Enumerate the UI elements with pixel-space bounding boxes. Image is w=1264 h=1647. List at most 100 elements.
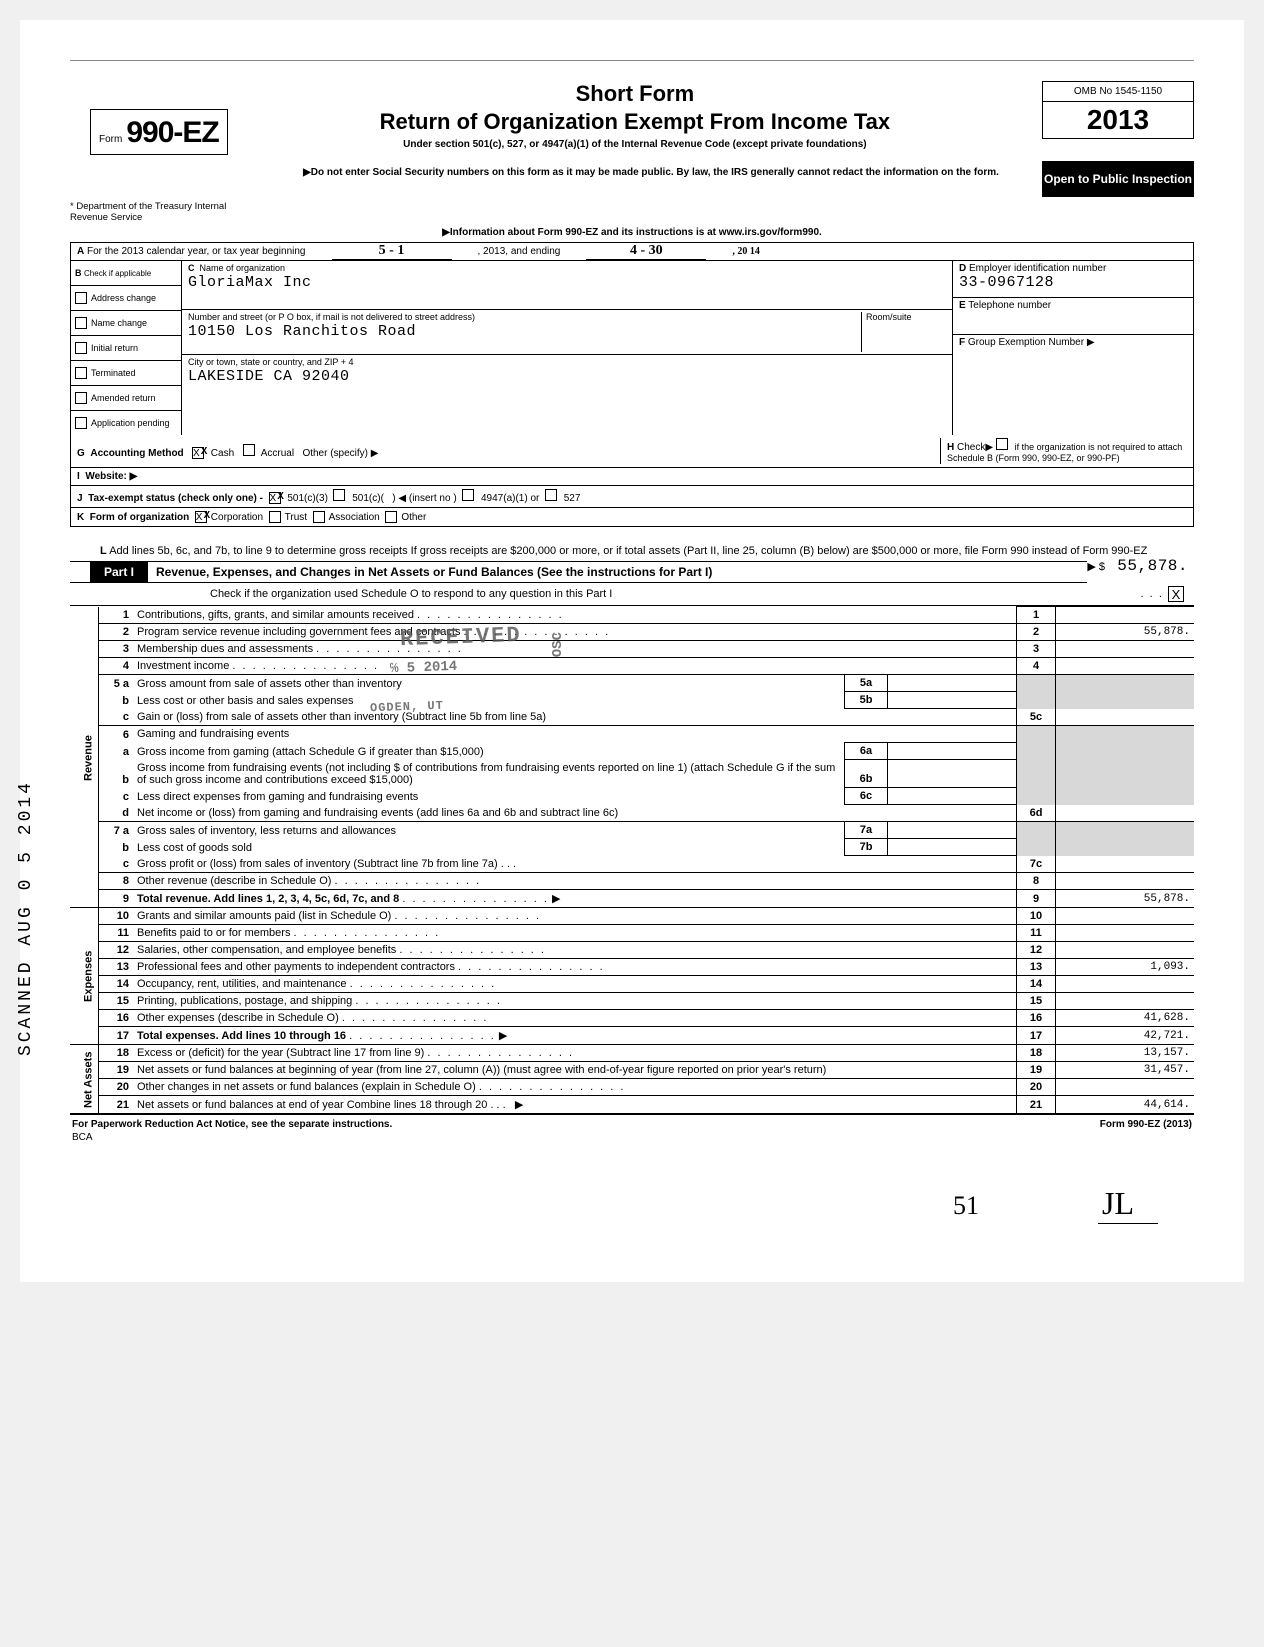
l5an: 5 a bbox=[99, 675, 134, 692]
omb-number: OMB No 1545-1150 bbox=[1043, 82, 1193, 102]
l10d: Grants and similar amounts paid (list in… bbox=[137, 910, 391, 922]
l6bd: Gross income from fundraising events (no… bbox=[137, 762, 835, 786]
chk-cash[interactable]: X bbox=[192, 447, 204, 459]
grid-BCDEF: B Check if applicable Address change Nam… bbox=[71, 261, 1193, 435]
l6dv bbox=[1056, 805, 1195, 822]
chk-501c[interactable] bbox=[333, 489, 345, 501]
chk-assoc[interactable] bbox=[313, 511, 325, 523]
top-rule bbox=[70, 60, 1194, 61]
l12n: 12 bbox=[99, 942, 134, 959]
chk-initial[interactable] bbox=[75, 342, 87, 354]
side-revenue: Revenue bbox=[70, 607, 99, 908]
street: 10150 Los Ranchitos Road bbox=[188, 323, 416, 340]
l8d: Other revenue (describe in Schedule O) bbox=[137, 875, 331, 887]
part1-title: Revenue, Expenses, and Changes in Net As… bbox=[148, 562, 1087, 582]
l18r: 18 bbox=[1017, 1045, 1056, 1062]
l3v bbox=[1056, 641, 1195, 658]
l21v: 44,614. bbox=[1056, 1096, 1195, 1114]
l5cn: c bbox=[99, 709, 134, 726]
notice-row: * Department of the Treasury Internal Re… bbox=[70, 161, 1194, 223]
l8n: 8 bbox=[99, 873, 134, 890]
l6dd: Net income or (loss) from gaming and fun… bbox=[137, 807, 618, 819]
title-return: Return of Organization Exempt From Incom… bbox=[228, 109, 1042, 135]
J-c: ) ◀ (insert no ) bbox=[392, 493, 456, 504]
dept-text: Department of the Treasury Internal Reve… bbox=[70, 201, 226, 223]
row-L: L Add lines 5b, 6c, and 7b, to line 9 to… bbox=[70, 527, 1194, 561]
info-url: ▶Information about Form 990-EZ and its i… bbox=[70, 227, 1194, 238]
l17n: 17 bbox=[99, 1027, 134, 1045]
l7cr: 7c bbox=[1017, 856, 1056, 873]
l7bd: Less cost of goods sold bbox=[137, 842, 252, 854]
l14r: 14 bbox=[1017, 976, 1056, 993]
J-label: Tax-exempt status (check only one) - bbox=[88, 493, 263, 504]
l4r: 4 bbox=[1017, 658, 1056, 675]
l6cn: c bbox=[99, 788, 134, 805]
chk-schedo[interactable]: X bbox=[1168, 586, 1184, 602]
chk-address[interactable] bbox=[75, 292, 87, 304]
l13d: Professional fees and other payments to … bbox=[137, 961, 455, 973]
l1d: Contributions, gifts, grants, and simila… bbox=[137, 609, 414, 621]
l11n: 11 bbox=[99, 925, 134, 942]
l17r: 17 bbox=[1017, 1027, 1056, 1045]
l6dr: 6d bbox=[1017, 805, 1056, 822]
ein: 33-0967128 bbox=[959, 274, 1054, 291]
l11r: 11 bbox=[1017, 925, 1056, 942]
chk-corp[interactable]: X bbox=[195, 511, 207, 523]
col-DEF: D Employer identification number 33-0967… bbox=[952, 261, 1193, 435]
sched-o-row: Check if the organization used Schedule … bbox=[70, 583, 1194, 606]
l15v bbox=[1056, 993, 1195, 1010]
form-page: Form 990-EZ Short Form Return of Organiz… bbox=[20, 20, 1244, 1282]
omb-year-box: OMB No 1545-1150 2013 bbox=[1042, 81, 1194, 139]
l13n: 13 bbox=[99, 959, 134, 976]
l7an: 7 a bbox=[99, 822, 134, 839]
l5av bbox=[888, 675, 1017, 692]
E-label: Telephone number bbox=[968, 300, 1051, 311]
city-lbl: City or town, state or country, and ZIP … bbox=[188, 357, 354, 367]
l6cv bbox=[888, 788, 1017, 805]
chk-527[interactable] bbox=[545, 489, 557, 501]
l11d: Benefits paid to or for members bbox=[137, 927, 290, 939]
l14v bbox=[1056, 976, 1195, 993]
chk-accrual[interactable] bbox=[243, 444, 255, 456]
initials: JL bbox=[1102, 1185, 1134, 1222]
l12v bbox=[1056, 942, 1195, 959]
K-c: Association bbox=[329, 512, 380, 523]
sched-o-text: Check if the organization used Schedule … bbox=[210, 588, 1140, 600]
A-begin: 5 - 1 bbox=[332, 243, 452, 260]
bca: BCA bbox=[70, 1130, 1194, 1145]
l1v bbox=[1056, 607, 1195, 624]
l10n: 10 bbox=[99, 908, 134, 925]
form-number-box: Form 990-EZ bbox=[90, 109, 228, 155]
form-number: 990-EZ bbox=[126, 116, 218, 150]
chk-name[interactable] bbox=[75, 317, 87, 329]
chk-amend[interactable] bbox=[75, 392, 87, 404]
l5cd: Gain or (loss) from sale of assets other… bbox=[137, 711, 546, 723]
l4n: 4 bbox=[99, 658, 134, 675]
l16d: Other expenses (describe in Schedule O) bbox=[137, 1012, 339, 1024]
l15r: 15 bbox=[1017, 993, 1056, 1010]
K-b: Trust bbox=[285, 512, 307, 523]
l19d: Net assets or fund balances at beginning… bbox=[137, 1064, 826, 1076]
chk-trust[interactable] bbox=[269, 511, 281, 523]
l7cd: Gross profit or (loss) from sales of inv… bbox=[137, 858, 498, 870]
l12r: 12 bbox=[1017, 942, 1056, 959]
row-GH: G Accounting Method X Cash Accrual Other… bbox=[71, 435, 1193, 468]
chk-term[interactable] bbox=[75, 367, 87, 379]
chk-4947[interactable] bbox=[462, 489, 474, 501]
page-number-handwritten: 51 bbox=[953, 1191, 979, 1221]
l9n: 9 bbox=[99, 890, 134, 908]
l6bm: 6b bbox=[845, 760, 888, 788]
row-I: I Website: ▶ bbox=[71, 468, 1193, 486]
A-text: For the 2013 calendar year, or tax year … bbox=[87, 246, 305, 257]
stamp-scanned: SCANNED AUG 0 5 2014 bbox=[16, 780, 36, 1056]
chk-501c3[interactable]: X bbox=[269, 492, 281, 504]
l19r: 19 bbox=[1017, 1062, 1056, 1079]
l7am: 7a bbox=[845, 822, 888, 839]
l3n: 3 bbox=[99, 641, 134, 658]
chk-app[interactable] bbox=[75, 417, 87, 429]
chk-oth[interactable] bbox=[385, 511, 397, 523]
D-label: Employer identification number bbox=[969, 263, 1106, 274]
chk-H[interactable] bbox=[996, 438, 1008, 450]
l10v bbox=[1056, 908, 1195, 925]
l19v: 31,457. bbox=[1056, 1062, 1195, 1079]
